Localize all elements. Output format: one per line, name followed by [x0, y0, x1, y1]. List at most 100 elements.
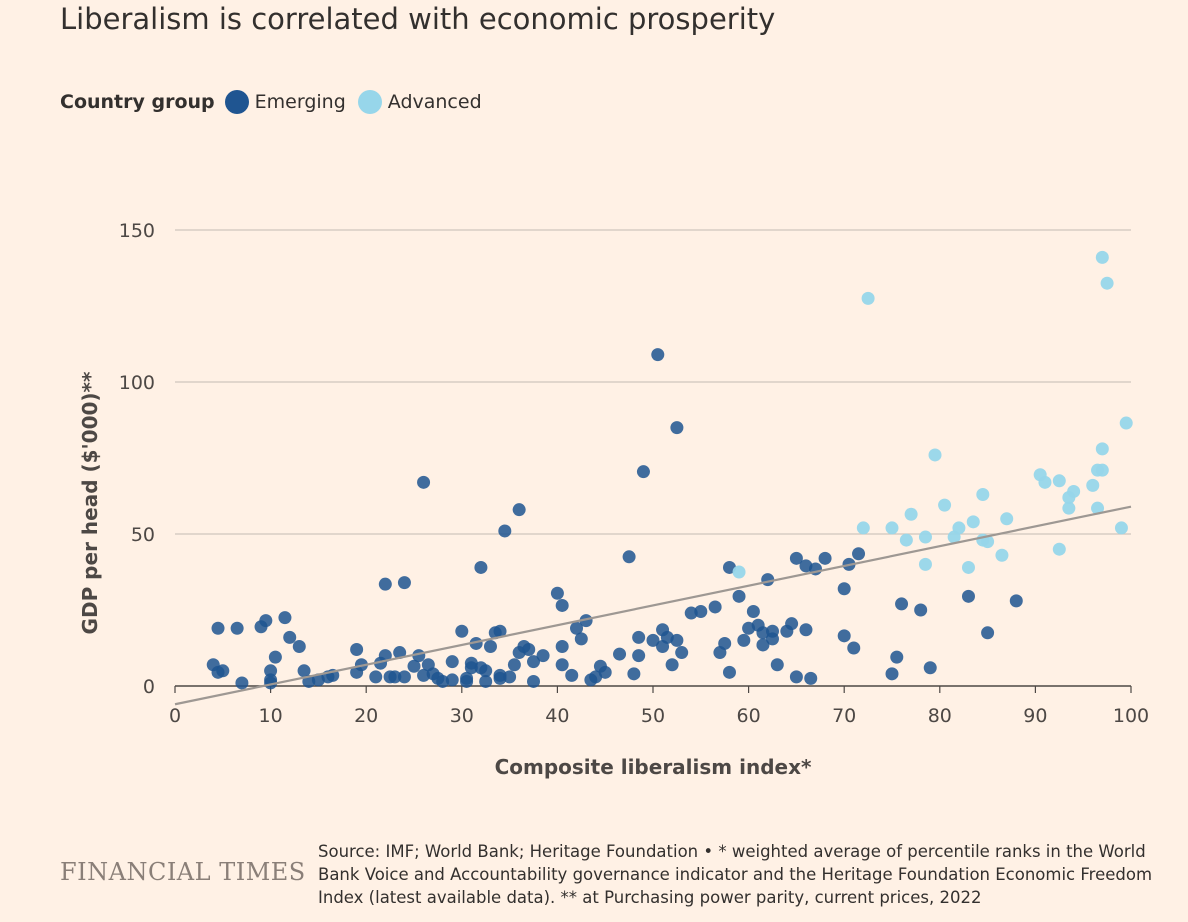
- emerging-point-1: [211, 621, 225, 635]
- x-tick-label-100: 100: [1113, 705, 1149, 727]
- emerging-point-65: [527, 674, 540, 688]
- emerging-point-82: [632, 630, 646, 644]
- emerging-point-124: [847, 641, 861, 655]
- emerging-point-101: [732, 589, 746, 603]
- x-tick-label-10: 10: [259, 705, 283, 727]
- x-tick-label-0: 0: [169, 705, 181, 727]
- advanced-point-33: [1114, 521, 1128, 535]
- emerging-point-46: [464, 661, 478, 675]
- advanced-point-7: [918, 530, 932, 544]
- emerging-point-122: [837, 629, 851, 643]
- advanced-point-20: [1038, 475, 1052, 489]
- emerging-point-26: [378, 649, 392, 663]
- emerging-point-132: [981, 626, 995, 640]
- advanced-point-13: [966, 515, 980, 529]
- emerging-point-121: [837, 582, 851, 596]
- emerging-point-84: [636, 465, 650, 479]
- legend-item-advanced: Advanced: [357, 90, 482, 114]
- advanced-point-11: [952, 521, 966, 535]
- x-tick-label-30: 30: [450, 705, 474, 727]
- emerging-point-48: [474, 560, 488, 574]
- emerging-point-86: [651, 348, 665, 362]
- emerging-point-81: [627, 667, 641, 681]
- emerging-point-95: [694, 605, 708, 619]
- advanced-point-25: [1067, 484, 1081, 498]
- advanced-point-22: [1052, 542, 1066, 556]
- x-axis-title: Composite liberalism index*: [495, 755, 812, 779]
- x-tick-label-40: 40: [545, 705, 569, 727]
- emerging-point-58: [503, 670, 517, 684]
- legend-label-emerging: Emerging: [254, 91, 346, 113]
- emerging-point-41: [445, 655, 459, 669]
- emerging-point-44: [460, 674, 474, 688]
- emerging-point-102: [737, 633, 751, 647]
- x-tick-label-80: 80: [928, 705, 952, 727]
- emerging-point-11: [268, 650, 282, 664]
- emerging-point-56: [493, 671, 507, 685]
- emerging-point-114: [789, 551, 803, 565]
- advanced-point-4: [899, 533, 913, 547]
- emerging-point-51: [479, 674, 493, 688]
- advanced-point-8: [928, 448, 942, 462]
- emerging-point-42: [455, 624, 469, 638]
- emerging-point-74: [579, 614, 593, 628]
- advanced-point-29: [1095, 463, 1109, 477]
- advanced-point-26: [1086, 478, 1100, 492]
- advanced-point-32: [1100, 276, 1114, 290]
- emerging-point-8: [264, 664, 278, 678]
- x-tick-label-50: 50: [641, 705, 665, 727]
- emerging-point-35: [417, 475, 431, 489]
- emerging-point-131: [961, 589, 975, 603]
- emerging-point-94: [684, 606, 698, 620]
- advanced-point-0: [732, 565, 746, 579]
- emerging-point-34: [417, 668, 431, 682]
- advanced-point-14: [976, 487, 990, 501]
- emerging-point-7: [259, 614, 273, 628]
- emerging-point-106: [756, 626, 770, 640]
- emerging-point-79: [613, 647, 627, 661]
- emerging-point-130: [923, 661, 937, 675]
- emerging-point-69: [555, 658, 569, 672]
- emerging-point-85: [646, 633, 660, 647]
- emerging-point-15: [297, 664, 311, 678]
- legend-swatch-emerging: [224, 90, 249, 114]
- emerging-point-13: [283, 630, 297, 644]
- emerging-point-66: [536, 649, 550, 663]
- advanced-point-30: [1095, 442, 1109, 456]
- emerging-point-117: [799, 623, 813, 637]
- x-tick-label-70: 70: [832, 705, 856, 727]
- emerging-point-107: [756, 638, 770, 652]
- emerging-point-23: [369, 670, 383, 684]
- emerging-point-4: [230, 621, 244, 635]
- emerging-point-67: [550, 586, 564, 600]
- advanced-point-27: [1091, 501, 1105, 515]
- emerging-point-98: [718, 636, 732, 650]
- emerging-point-108: [761, 573, 775, 587]
- advanced-point-31: [1095, 250, 1109, 264]
- advanced-point-21: [1052, 474, 1066, 488]
- y-tick-label-0: 0: [143, 676, 155, 698]
- emerging-point-129: [914, 603, 928, 617]
- advanced-point-2: [861, 291, 875, 305]
- emerging-point-118: [804, 671, 818, 685]
- emerging-point-40: [445, 673, 459, 687]
- legend-label-advanced: Advanced: [387, 91, 482, 113]
- emerging-point-127: [890, 650, 904, 664]
- emerging-point-93: [675, 646, 689, 660]
- emerging-point-71: [565, 668, 579, 682]
- emerging-point-92: [670, 633, 684, 647]
- emerging-point-78: [598, 665, 612, 679]
- emerging-point-30: [397, 576, 411, 590]
- advanced-point-18: [1000, 512, 1014, 526]
- emerging-point-14: [292, 639, 306, 653]
- emerging-point-68: [555, 598, 569, 612]
- emerging-point-72: [570, 621, 584, 635]
- emerging-point-90: [665, 658, 679, 672]
- emerging-point-32: [407, 659, 421, 673]
- emerging-point-60: [512, 503, 526, 517]
- legend-item-emerging: Emerging: [224, 90, 346, 114]
- emerging-point-64: [527, 655, 540, 669]
- advanced-point-12: [961, 560, 975, 574]
- emerging-point-113: [785, 617, 799, 631]
- y-axis-title: GDP per head ($'000)**: [78, 371, 102, 634]
